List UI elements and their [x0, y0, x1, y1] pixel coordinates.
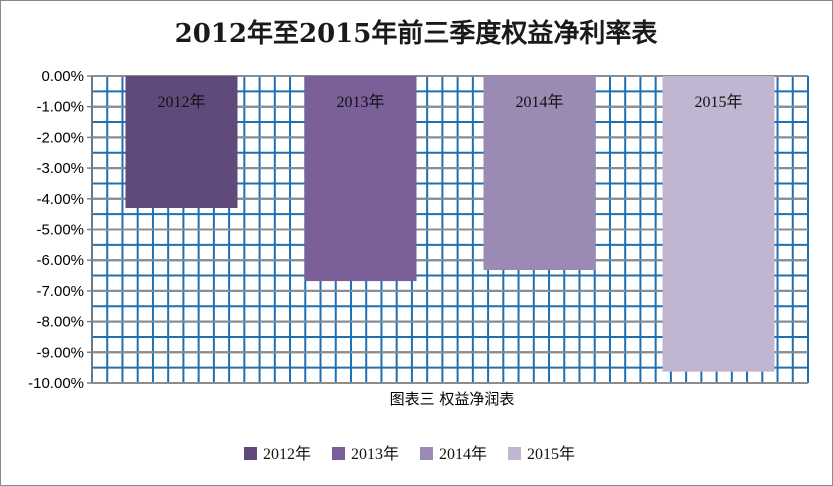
bar-2013年: [304, 76, 417, 282]
y-tick-label: -8.00%: [36, 314, 84, 331]
legend-swatch: [332, 447, 345, 460]
legend-label: 2015年: [527, 445, 575, 463]
bar-label: 2013年: [336, 93, 384, 111]
chart-title: 2012年至2015年前三季度权益净利率表: [175, 18, 659, 49]
bar-label: 2015年: [694, 93, 742, 111]
y-tick-label: -3.00%: [36, 160, 84, 177]
y-tick-label: -6.00%: [36, 252, 84, 269]
bars: 2012年 2013年 2014年 2015年: [125, 76, 775, 372]
bar-2014年: [483, 76, 596, 271]
legend-label: 2013年: [351, 445, 399, 463]
bar-label: 2014年: [515, 93, 563, 111]
legend-swatch: [244, 447, 257, 460]
legend-label: 2012年: [263, 445, 311, 463]
bar-label: 2012年: [157, 93, 205, 111]
legend-label: 2014年: [439, 445, 487, 463]
y-tick-label: -2.00%: [36, 129, 84, 146]
y-tick-label: -5.00%: [36, 222, 84, 239]
y-tick-label: -4.00%: [36, 191, 84, 208]
y-tick-label: -10.00%: [28, 375, 84, 392]
legend-swatch: [508, 447, 521, 460]
y-axis: 0.00% -1.00% -2.00% -3.00% -4.00% -5.00% -6.00…: [28, 68, 93, 392]
y-tick-label: 0.00%: [41, 68, 84, 85]
y-tick-label: -1.00%: [36, 99, 84, 116]
legend-swatch: [420, 447, 433, 460]
bar-2015年: [662, 76, 775, 372]
bar-2012年: [125, 76, 238, 209]
legend: 2012年 2013年 2014年 2015年: [244, 445, 575, 463]
y-tick-label: -7.00%: [36, 283, 84, 300]
y-tick-label: -9.00%: [36, 344, 84, 361]
chart-caption: 图表三 权益净润表: [390, 390, 515, 408]
